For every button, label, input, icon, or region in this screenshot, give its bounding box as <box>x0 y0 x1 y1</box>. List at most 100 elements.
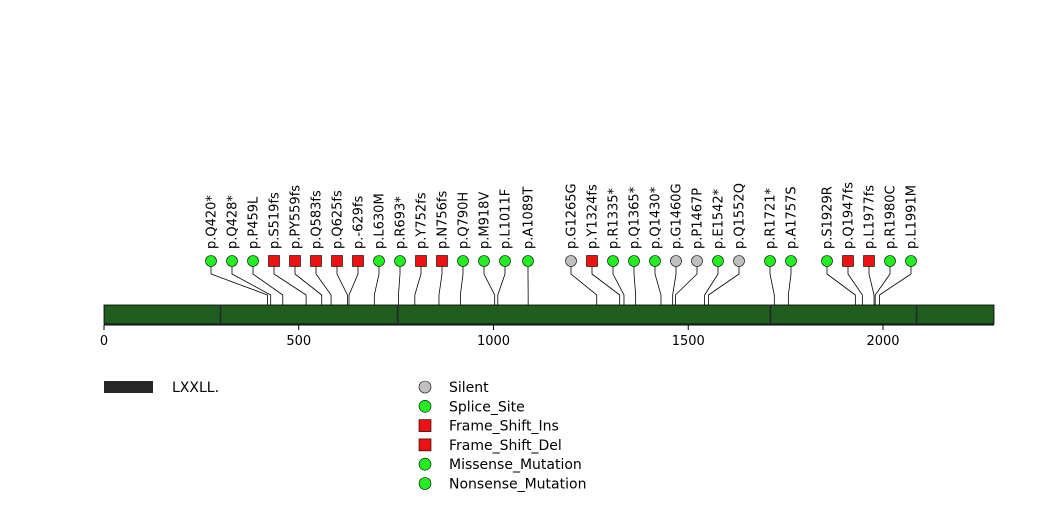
lollipop-heads <box>205 255 917 267</box>
mutation-label: p.Y1324fs <box>586 184 601 249</box>
lollipop-head-circle <box>522 255 534 267</box>
lollipop-head-square <box>436 255 448 267</box>
lollipop-stem <box>874 261 891 305</box>
mutation-label: p.L1991M <box>905 185 920 249</box>
legend-label: Silent <box>449 380 489 396</box>
lollipop-stem <box>348 261 359 305</box>
lollipop-stem <box>787 261 792 305</box>
domain-mark <box>915 305 918 324</box>
lollipop-stem <box>879 261 912 305</box>
lollipop-stem <box>612 261 625 305</box>
lollipop-stem <box>672 261 677 305</box>
lollipop-head-circle <box>226 255 238 267</box>
lollipop-head-circle <box>764 255 776 267</box>
lollipop-head-circle <box>373 255 385 267</box>
lollipop-head-circle <box>691 255 703 267</box>
legend-label: Missense_Mutation <box>449 457 582 473</box>
mutation-label: p.E1542* <box>712 188 727 249</box>
lollipop-head-square <box>415 255 427 267</box>
lollipop-head-square <box>842 255 854 267</box>
legend-marker-circle <box>418 399 432 413</box>
lollipop-stem <box>414 261 422 305</box>
legend-label: Frame_Shift_Ins <box>449 419 559 435</box>
mutation-label: p.A1757S <box>785 186 800 249</box>
lollipop-head-circle <box>247 255 259 267</box>
mutation-label: p.Q790H <box>457 192 472 249</box>
legend-label: Nonsense_Mutation <box>449 477 586 493</box>
lollipop-stem <box>826 261 856 305</box>
mutation-label: p.Q428* <box>226 195 241 249</box>
mutation-label: p.A1089T <box>522 187 537 249</box>
mutation-label: p.N756fs <box>436 191 451 249</box>
lollipop-stem <box>868 261 875 305</box>
mutation-label: p.Y752fs <box>415 192 430 249</box>
mutation-label: p.S1929R <box>821 186 836 249</box>
lollipop-stem <box>704 261 719 305</box>
lollipop-stem <box>459 261 464 305</box>
axis-tick-label: 1000 <box>477 334 510 349</box>
lollipop-stem <box>497 261 506 305</box>
mutation-label: p.PY559fs <box>289 185 304 249</box>
mutation-label: p.L1977fs <box>863 185 878 249</box>
mutation-label: p.P1467P <box>691 188 706 249</box>
lollipop-head-circle <box>628 255 640 267</box>
lollipop-head-square <box>289 255 301 267</box>
mutation-label: p.Q1365* <box>628 186 643 249</box>
mutation-label: p.M918V <box>478 192 493 249</box>
lollipop-head-circle <box>884 255 896 267</box>
lollipop-stem <box>847 261 863 305</box>
lollipop-head-square <box>352 255 364 267</box>
mutation-label: p.R1721* <box>764 187 779 249</box>
axis-tick-label: 500 <box>286 334 311 349</box>
lollipop-head-circle <box>457 255 469 267</box>
mutation-label: p.Q1947fs <box>842 182 857 249</box>
lollipop-stems <box>210 261 912 305</box>
mutation-label: p.R693* <box>394 196 409 249</box>
lollipop-stem <box>273 261 307 305</box>
lollipop-stem <box>231 261 272 305</box>
mutation-label: p.Q625fs <box>331 190 346 249</box>
legend-marker-circle <box>418 457 432 471</box>
lollipop-stem <box>591 261 621 305</box>
mutation-label: p.S519fs <box>268 192 283 249</box>
axis-tick-label: 1500 <box>672 334 705 349</box>
lollipop-stem <box>769 261 775 305</box>
domain-mark <box>219 305 222 324</box>
lollipop-stem <box>373 261 380 305</box>
mutation-label: p.Q1430* <box>649 186 664 249</box>
lollipop-head-circle <box>394 255 406 267</box>
domain-legend-swatch <box>104 381 153 393</box>
lollipop-stem <box>336 261 348 305</box>
lollipop-head-circle <box>712 255 724 267</box>
lollipop-head-square <box>863 255 875 267</box>
lollipop-head-circle <box>499 255 511 267</box>
mutation-label: p.L630M <box>373 193 388 249</box>
axis-tick-label: 2000 <box>866 334 899 349</box>
domain-marks <box>219 305 918 324</box>
lollipop-head-square <box>586 255 598 267</box>
mutation-label: p.G1265G <box>565 183 580 249</box>
domain-mark <box>396 305 399 324</box>
lollipop-stem <box>210 261 268 305</box>
lollipop-head-circle <box>785 255 797 267</box>
lollipop-stem <box>633 261 637 305</box>
legend-label: Frame_Shift_Del <box>449 438 562 454</box>
lollipop-stem <box>654 261 662 305</box>
lollipop-head-circle <box>607 255 619 267</box>
legend-label: Splice_Site <box>449 399 525 415</box>
mutation-label: p.R1980C <box>884 185 899 249</box>
domain-mark <box>769 305 772 324</box>
lollipop-stem <box>483 261 496 305</box>
lollipop-stem <box>315 261 332 305</box>
lollipop-head-circle <box>205 255 217 267</box>
lollipop-stem <box>398 261 401 305</box>
lollipop-head-circle <box>649 255 661 267</box>
lollipop-stem <box>674 261 698 305</box>
lollipop-stem <box>438 261 443 305</box>
mutation-type-legend: Silent Splice_Site Frame_Shift_Ins Frame_Sh… <box>418 380 586 493</box>
lollipop-head-circle <box>478 255 490 267</box>
domain-legend: LXXLL. <box>104 380 219 396</box>
lollipop-head-square <box>310 255 322 267</box>
